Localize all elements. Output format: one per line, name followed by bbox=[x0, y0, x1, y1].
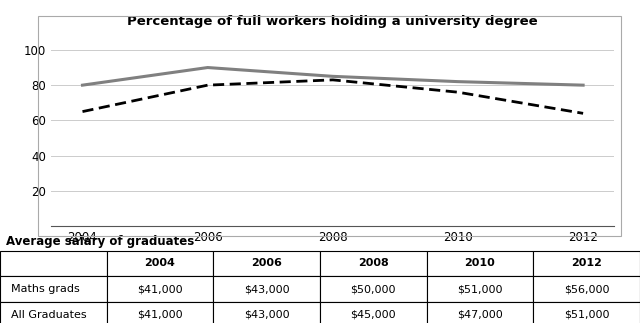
Maths Graduates bbox=[329, 74, 337, 78]
Title: Percentage of full workers holding a university degree: Percentage of full workers holding a uni… bbox=[127, 16, 538, 28]
All Graduates bbox=[329, 78, 337, 82]
Legend: Maths Graduates, All Graduates: Maths Graduates, All Graduates bbox=[156, 298, 454, 321]
All Graduates bbox=[454, 90, 462, 94]
Maths Graduates bbox=[579, 83, 587, 87]
Text: Average salary of graduates: Average salary of graduates bbox=[6, 235, 195, 248]
All Graduates bbox=[204, 83, 211, 87]
Maths Graduates bbox=[79, 83, 86, 87]
Line: All Graduates: All Graduates bbox=[83, 80, 583, 113]
Maths Graduates bbox=[454, 80, 462, 84]
Maths Graduates bbox=[204, 66, 211, 69]
Line: Maths Graduates: Maths Graduates bbox=[83, 68, 583, 85]
All Graduates bbox=[579, 111, 587, 115]
All Graduates bbox=[79, 109, 86, 113]
